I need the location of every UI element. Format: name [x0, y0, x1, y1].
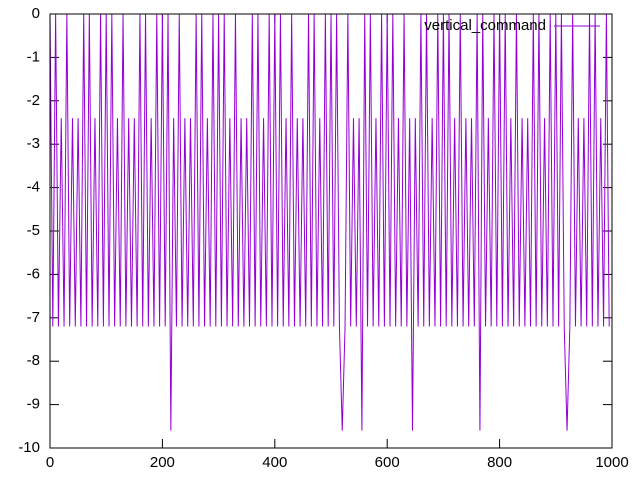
- y-tick-label: -9: [27, 396, 40, 413]
- x-tick-label: 400: [262, 454, 287, 471]
- x-tick-label: 0: [46, 454, 54, 471]
- y-tick-label: -10: [18, 439, 40, 456]
- x-tick-label: 1000: [595, 454, 628, 471]
- x-tick-label: 200: [150, 454, 175, 471]
- plot-border: [49, 13, 613, 449]
- y-tick-label: -3: [27, 135, 40, 152]
- legend-label: vertical_command: [424, 17, 546, 34]
- x-tick-label: 600: [375, 454, 400, 471]
- y-tick-label: 0: [32, 5, 40, 22]
- y-tick-label: -4: [27, 179, 40, 196]
- y-tick-label: -6: [27, 265, 40, 282]
- y-tick-label: -7: [27, 309, 40, 326]
- y-tick-label: -8: [27, 352, 40, 369]
- y-tick-label: -2: [27, 92, 40, 109]
- x-tick-label: 800: [487, 454, 512, 471]
- data-line: [49, 13, 610, 431]
- y-tick-label: -5: [27, 222, 40, 239]
- y-tick-label: -1: [27, 48, 40, 65]
